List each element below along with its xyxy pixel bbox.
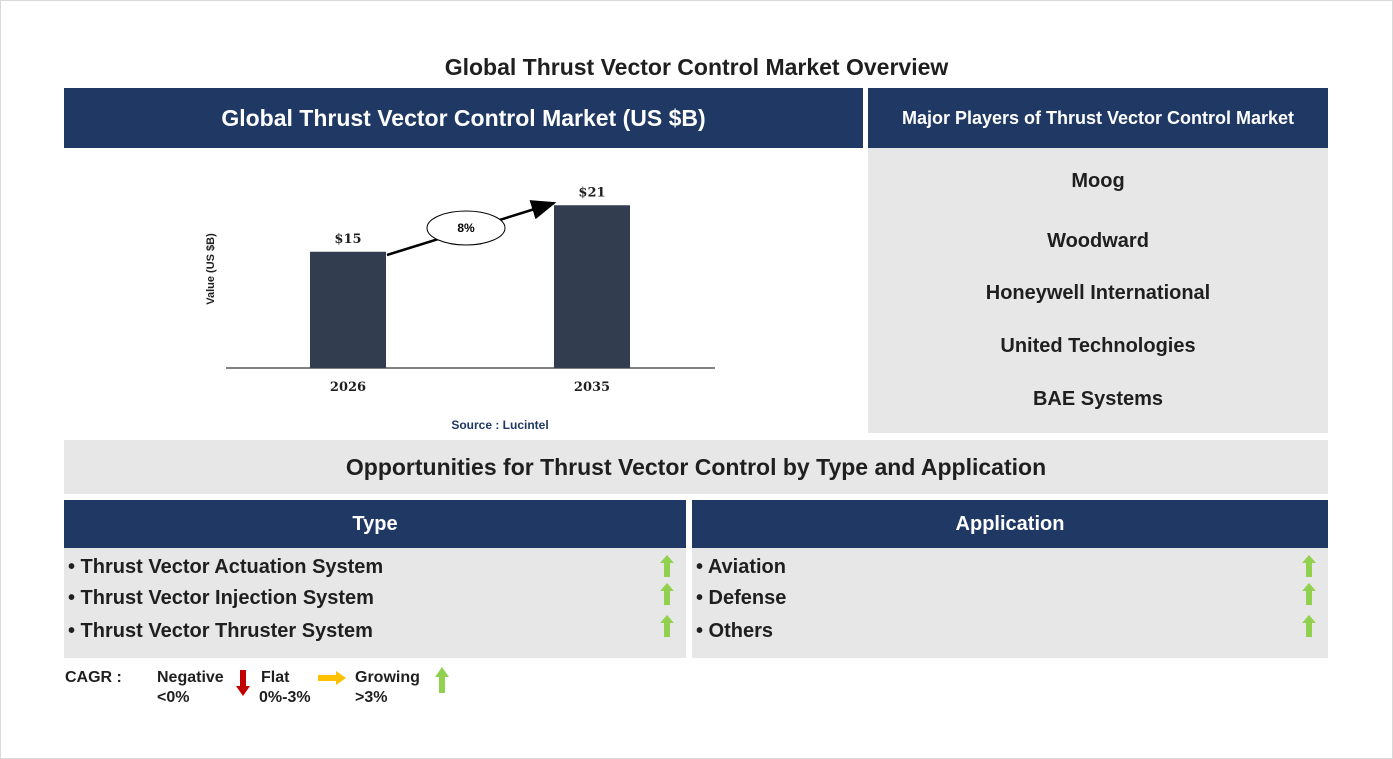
market-chart: Value (US $B) $15 2026 $21 2035 8% Source :… [64, 148, 863, 438]
application-header: Application [692, 500, 1328, 548]
bar-value-label: $21 [578, 185, 605, 200]
type-item: • Thrust Vector Injection System [68, 587, 374, 609]
bar-2035 [554, 205, 630, 368]
legend-growing-range: >3% [355, 689, 388, 706]
cagr-legend-label: CAGR : [65, 669, 122, 686]
up-arrow-icon [1302, 583, 1316, 605]
opportunities-banner: Opportunities for Thrust Vector Control … [64, 440, 1328, 494]
market-panel-header: Global Thrust Vector Control Market (US … [64, 88, 863, 148]
legend-negative-range: <0% [157, 689, 190, 706]
bars-group: $15 2026 $21 2035 [310, 185, 630, 395]
legend-growing-name: Growing [355, 669, 420, 686]
up-arrow-icon [660, 615, 674, 637]
x-tick-label: 2026 [330, 380, 366, 395]
legend-flat-range: 0%-3% [259, 689, 311, 706]
bar-2026 [310, 251, 386, 368]
application-list: • Aviation • Defense • Others [692, 548, 1328, 658]
player-item: BAE Systems [1032, 388, 1164, 410]
bar-value-label: $15 [334, 232, 361, 247]
right-arrow-icon [318, 671, 346, 685]
application-item: • Others [696, 620, 774, 642]
cagr-ellipse [426, 210, 506, 246]
up-arrow-icon [660, 555, 674, 577]
players-panel-header: Major Players of Thrust Vector Control M… [868, 88, 1328, 148]
up-arrow-icon [1302, 615, 1316, 637]
player-item: United Technologies [1000, 335, 1196, 357]
type-header: Type [64, 500, 686, 548]
type-list: • Thrust Vector Actuation System • Thrus… [64, 548, 686, 658]
application-item: • Defense [696, 587, 787, 609]
page-title: Global Thrust Vector Control Market Over… [444, 54, 949, 80]
up-arrow-icon [435, 667, 449, 693]
player-item: Honeywell International [985, 282, 1211, 304]
y-axis-label: Value (US $B) [205, 233, 217, 305]
up-arrow-icon [1302, 555, 1316, 577]
bar-chart-svg: Value (US $B) $15 2026 $21 2035 8% Source :… [205, 185, 715, 432]
players-list: Moog Woodward Honeywell International Un… [868, 148, 1328, 433]
legend-flat-name: Flat [261, 669, 290, 686]
type-item: • Thrust Vector Thruster System [68, 620, 373, 642]
type-item: • Thrust Vector Actuation System [68, 556, 384, 578]
down-arrow-icon [236, 670, 250, 696]
player-item: Woodward [1047, 230, 1149, 252]
legend-negative-name: Negative [157, 669, 224, 686]
player-item: Moog [1071, 170, 1125, 192]
up-arrow-icon [660, 583, 674, 605]
application-item: • Aviation [696, 556, 786, 578]
source-label: Source : Lucintel [451, 418, 548, 432]
cagr-label: 8% [457, 221, 475, 235]
x-tick-label: 2035 [574, 380, 610, 395]
